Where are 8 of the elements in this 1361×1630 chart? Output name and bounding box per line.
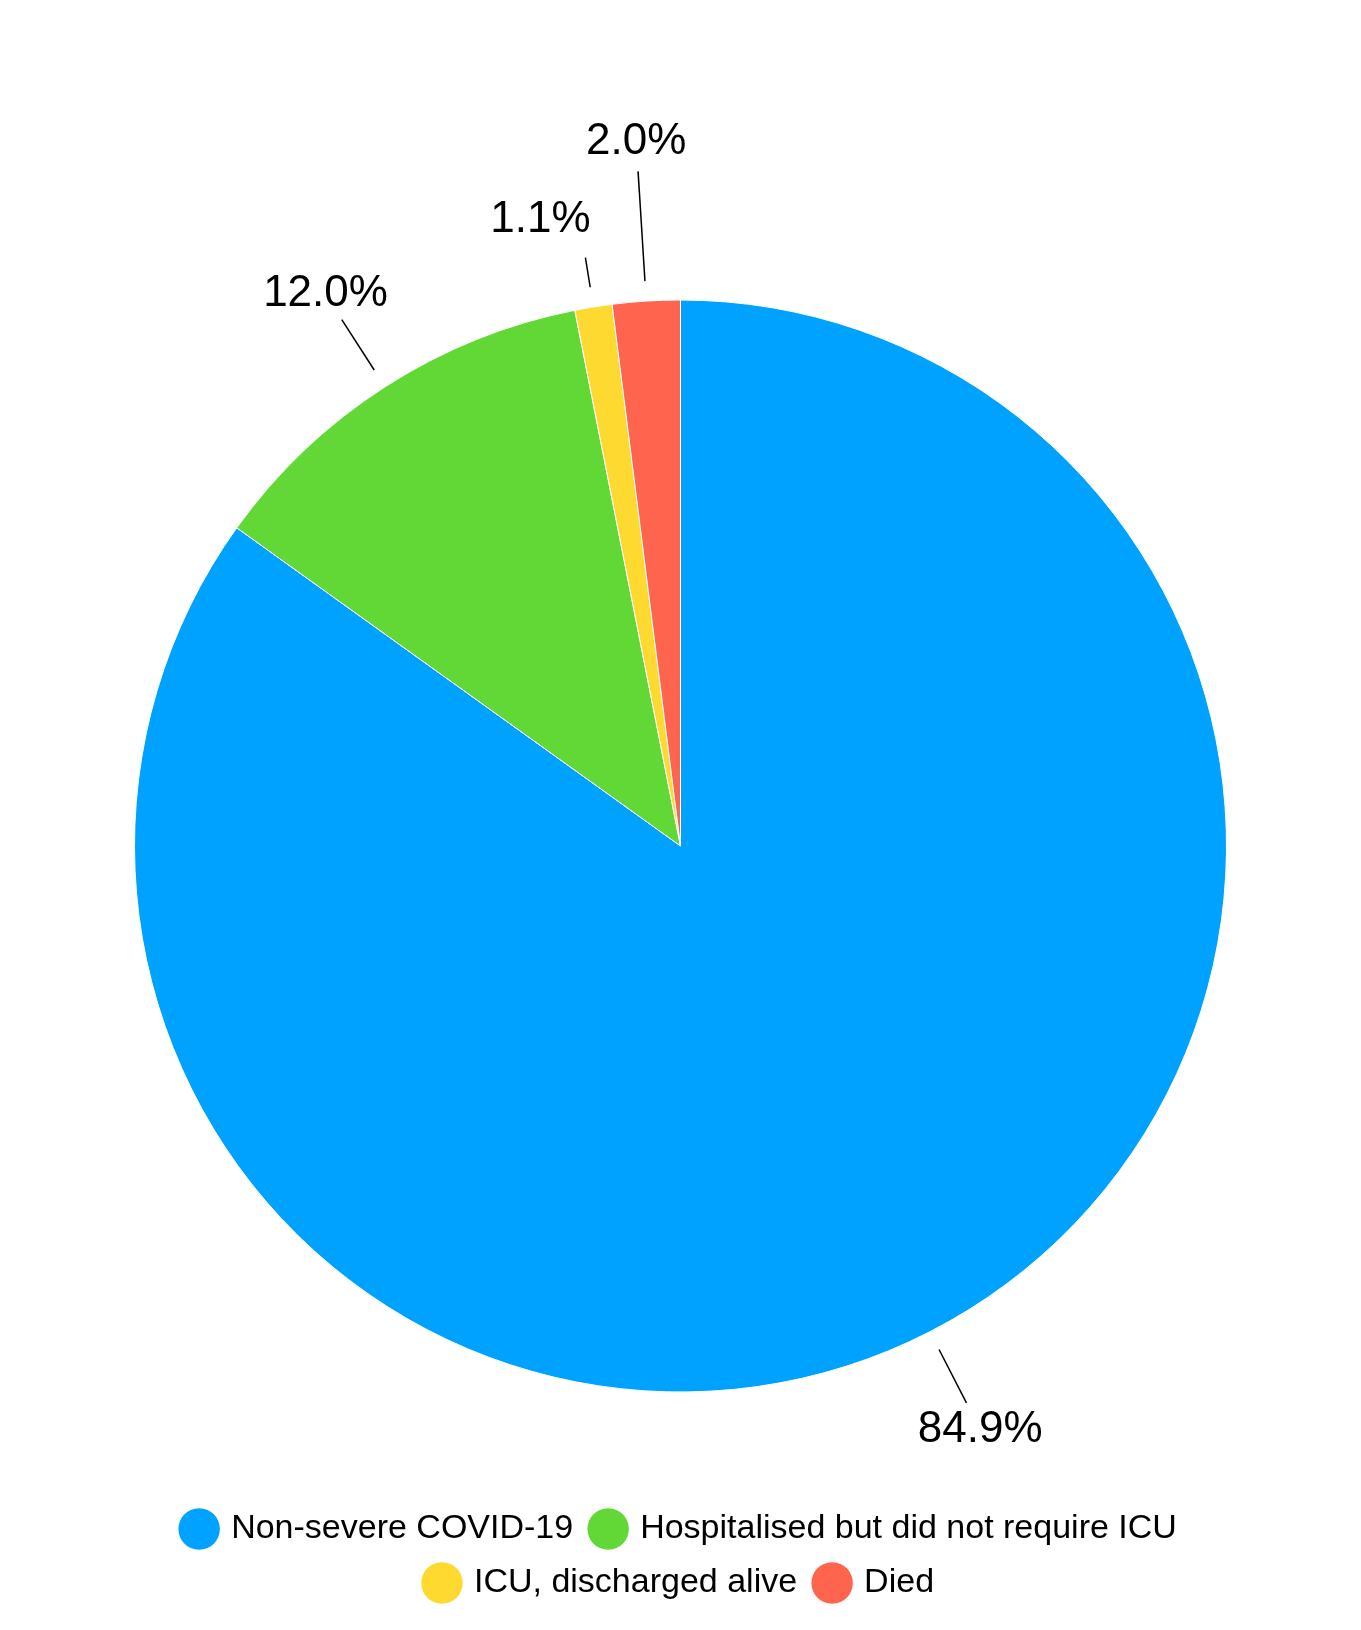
data-label: 12.0%	[263, 266, 388, 316]
data-label: 84.9%	[917, 1401, 1043, 1451]
legend-label: Died	[864, 1561, 935, 1600]
legend-label: Hospitalised but did not require ICU	[640, 1507, 1177, 1546]
data-label: 2.0%	[586, 113, 687, 163]
data-label: 1.1%	[490, 192, 591, 242]
legend-label: Non-severe COVID-19	[231, 1507, 574, 1546]
legend-label: ICU, discharged alive	[473, 1561, 798, 1600]
